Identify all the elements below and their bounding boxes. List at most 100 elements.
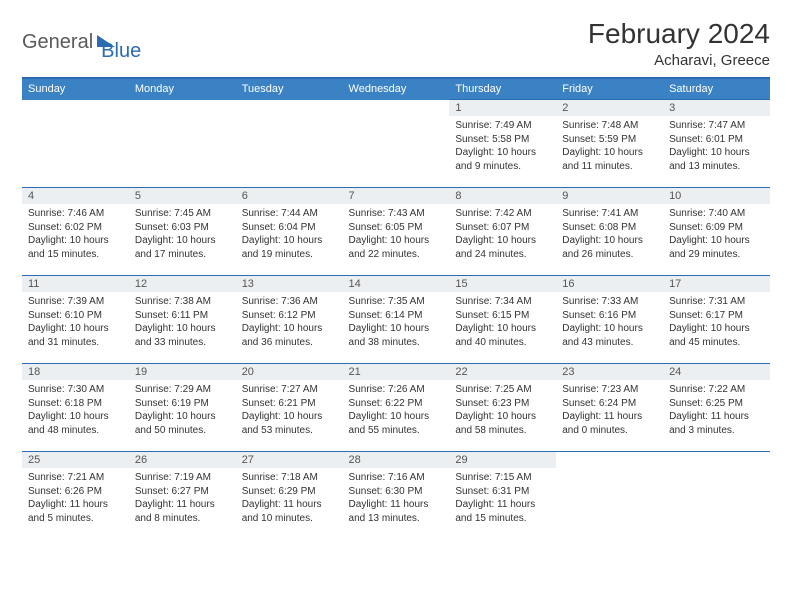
daylight-text: Daylight: 10 hours and 17 minutes. [135, 234, 230, 261]
day-number: 28 [343, 452, 450, 468]
sunrise-text: Sunrise: 7:43 AM [349, 207, 444, 221]
day-details: Sunrise: 7:49 AMSunset: 5:58 PMDaylight:… [449, 116, 556, 177]
brand-general: General [22, 31, 93, 54]
sunset-text: Sunset: 6:19 PM [135, 397, 230, 411]
weekday-header: Wednesday [343, 78, 450, 100]
sunset-text: Sunset: 6:31 PM [455, 485, 550, 499]
calendar-cell: 24Sunrise: 7:22 AMSunset: 6:25 PMDayligh… [663, 364, 770, 452]
calendar-cell: 12Sunrise: 7:38 AMSunset: 6:11 PMDayligh… [129, 276, 236, 364]
calendar-cell [22, 100, 129, 188]
weekday-header-row: Sunday Monday Tuesday Wednesday Thursday… [22, 78, 770, 100]
day-number: 25 [22, 452, 129, 468]
sunrise-text: Sunrise: 7:31 AM [669, 295, 764, 309]
sunset-text: Sunset: 6:15 PM [455, 309, 550, 323]
day-details: Sunrise: 7:15 AMSunset: 6:31 PMDaylight:… [449, 468, 556, 529]
sunset-text: Sunset: 6:29 PM [242, 485, 337, 499]
daylight-text: Daylight: 11 hours and 0 minutes. [562, 410, 657, 437]
day-number: 2 [556, 100, 663, 116]
calendar-week-row: 1Sunrise: 7:49 AMSunset: 5:58 PMDaylight… [22, 100, 770, 188]
day-number: 14 [343, 276, 450, 292]
daylight-text: Daylight: 10 hours and 13 minutes. [669, 146, 764, 173]
calendar-cell [556, 452, 663, 540]
calendar-cell [663, 452, 770, 540]
sunset-text: Sunset: 6:16 PM [562, 309, 657, 323]
day-details: Sunrise: 7:44 AMSunset: 6:04 PMDaylight:… [236, 204, 343, 265]
calendar-cell [343, 100, 450, 188]
day-details: Sunrise: 7:25 AMSunset: 6:23 PMDaylight:… [449, 380, 556, 441]
sunset-text: Sunset: 6:21 PM [242, 397, 337, 411]
calendar-cell: 5Sunrise: 7:45 AMSunset: 6:03 PMDaylight… [129, 188, 236, 276]
day-number: 4 [22, 188, 129, 204]
sunset-text: Sunset: 6:07 PM [455, 221, 550, 235]
calendar-cell: 28Sunrise: 7:16 AMSunset: 6:30 PMDayligh… [343, 452, 450, 540]
sunrise-text: Sunrise: 7:45 AM [135, 207, 230, 221]
day-number: 22 [449, 364, 556, 380]
day-number: 20 [236, 364, 343, 380]
sunrise-text: Sunrise: 7:49 AM [455, 119, 550, 133]
weekday-header: Tuesday [236, 78, 343, 100]
day-details: Sunrise: 7:23 AMSunset: 6:24 PMDaylight:… [556, 380, 663, 441]
calendar-cell: 16Sunrise: 7:33 AMSunset: 6:16 PMDayligh… [556, 276, 663, 364]
day-number: 10 [663, 188, 770, 204]
day-number: 3 [663, 100, 770, 116]
daylight-text: Daylight: 10 hours and 58 minutes. [455, 410, 550, 437]
day-number: 1 [449, 100, 556, 116]
calendar-cell: 9Sunrise: 7:41 AMSunset: 6:08 PMDaylight… [556, 188, 663, 276]
daylight-text: Daylight: 10 hours and 24 minutes. [455, 234, 550, 261]
daylight-text: Daylight: 10 hours and 9 minutes. [455, 146, 550, 173]
daylight-text: Daylight: 10 hours and 36 minutes. [242, 322, 337, 349]
calendar-cell: 22Sunrise: 7:25 AMSunset: 6:23 PMDayligh… [449, 364, 556, 452]
calendar-cell: 20 Sunrise: 7:27 AMSunset: 6:21 PMDayligh… [236, 364, 343, 452]
daylight-text: Daylight: 11 hours and 13 minutes. [349, 498, 444, 525]
sunrise-text: Sunrise: 7:38 AM [135, 295, 230, 309]
daylight-text: Daylight: 10 hours and 53 minutes. [242, 410, 337, 437]
weekday-header: Saturday [663, 78, 770, 100]
sunset-text: Sunset: 6:11 PM [135, 309, 230, 323]
day-details: Sunrise: 7:42 AMSunset: 6:07 PMDaylight:… [449, 204, 556, 265]
calendar-page: General Blue February 2024 Acharavi, Gre… [0, 0, 792, 552]
daylight-text: Daylight: 10 hours and 50 minutes. [135, 410, 230, 437]
day-details: Sunrise: 7:46 AMSunset: 6:02 PMDaylight:… [22, 204, 129, 265]
daylight-text: Daylight: 10 hours and 33 minutes. [135, 322, 230, 349]
sunset-text: Sunset: 6:01 PM [669, 133, 764, 147]
daylight-text: Daylight: 11 hours and 8 minutes. [135, 498, 230, 525]
sunrise-text: Sunrise: 7:16 AM [349, 471, 444, 485]
day-number: 17 [663, 276, 770, 292]
day-details: Sunrise: 7:35 AMSunset: 6:14 PMDaylight:… [343, 292, 450, 353]
sunset-text: Sunset: 6:25 PM [669, 397, 764, 411]
day-number: 19 [129, 364, 236, 380]
day-details: Sunrise: 7:36 AMSunset: 6:12 PMDaylight:… [236, 292, 343, 353]
calendar-cell: 25Sunrise: 7:21 AMSunset: 6:26 PMDayligh… [22, 452, 129, 540]
sunrise-text: Sunrise: 7:30 AM [28, 383, 123, 397]
sunset-text: Sunset: 5:58 PM [455, 133, 550, 147]
sunrise-text: Sunrise: 7:19 AM [135, 471, 230, 485]
weekday-header: Monday [129, 78, 236, 100]
calendar-week-row: 18Sunrise: 7:30 AMSunset: 6:18 PMDayligh… [22, 364, 770, 452]
day-details: Sunrise: 7:40 AMSunset: 6:09 PMDaylight:… [663, 204, 770, 265]
sunrise-text: Sunrise: 7:46 AM [28, 207, 123, 221]
sunrise-text: Sunrise: 7:47 AM [669, 119, 764, 133]
sunset-text: Sunset: 5:59 PM [562, 133, 657, 147]
calendar-cell: 23Sunrise: 7:23 AMSunset: 6:24 PMDayligh… [556, 364, 663, 452]
sunset-text: Sunset: 6:05 PM [349, 221, 444, 235]
sunrise-text: Sunrise: 7:39 AM [28, 295, 123, 309]
calendar-cell: 19 Sunrise: 7:29 AMSunset: 6:19 PMDayligh… [129, 364, 236, 452]
daylight-text: Daylight: 11 hours and 3 minutes. [669, 410, 764, 437]
weekday-header: Sunday [22, 78, 129, 100]
sunset-text: Sunset: 6:02 PM [28, 221, 123, 235]
calendar-cell: 4Sunrise: 7:46 AMSunset: 6:02 PMDaylight… [22, 188, 129, 276]
day-number: 24 [663, 364, 770, 380]
day-number: 29 [449, 452, 556, 468]
calendar-table: Sunday Monday Tuesday Wednesday Thursday… [22, 77, 770, 540]
sunrise-text: Sunrise: 7:29 AM [135, 383, 230, 397]
day-number: 21 [343, 364, 450, 380]
sunrise-text: Sunrise: 7:26 AM [349, 383, 444, 397]
day-details: Sunrise: 7:45 AMSunset: 6:03 PMDaylight:… [129, 204, 236, 265]
location-label: Acharavi, Greece [588, 52, 770, 69]
day-details: Sunrise: 7:18 AMSunset: 6:29 PMDaylight:… [236, 468, 343, 529]
sunrise-text: Sunrise: 7:27 AM [242, 383, 337, 397]
sunrise-text: Sunrise: 7:34 AM [455, 295, 550, 309]
day-details: Sunrise: 7:21 AMSunset: 6:26 PMDaylight:… [22, 468, 129, 529]
day-details: Sunrise: 7:16 AMSunset: 6:30 PMDaylight:… [343, 468, 450, 529]
day-details: Sunrise: 7:43 AMSunset: 6:05 PMDaylight:… [343, 204, 450, 265]
